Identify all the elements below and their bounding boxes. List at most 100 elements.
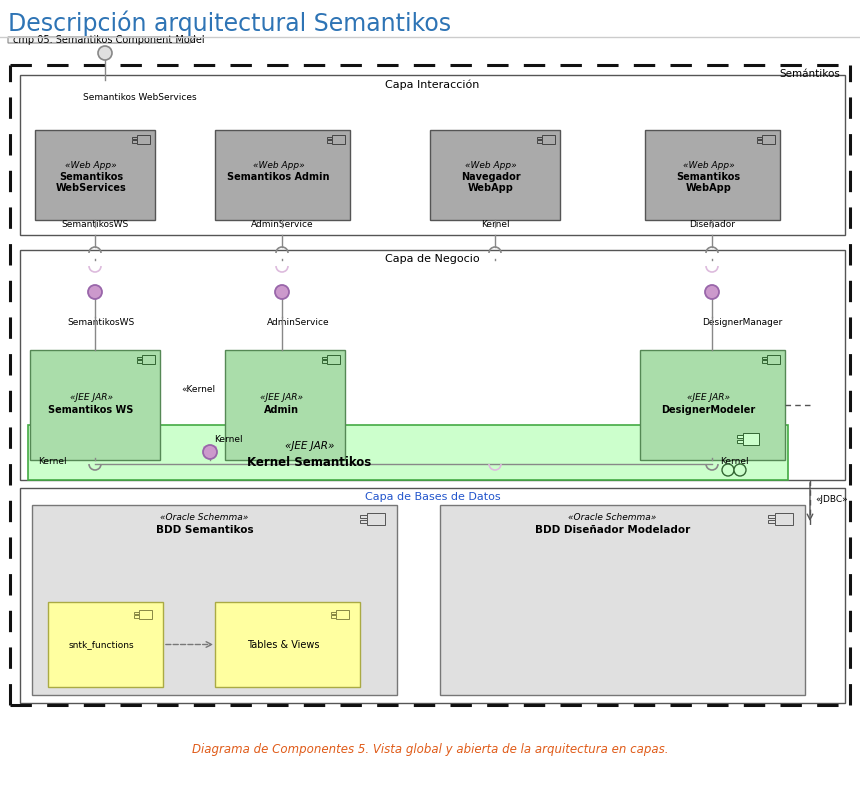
FancyBboxPatch shape <box>137 135 150 144</box>
FancyBboxPatch shape <box>640 350 785 460</box>
Text: Kernel: Kernel <box>720 458 748 466</box>
Text: Semantikos Admin: Semantikos Admin <box>227 172 329 182</box>
Text: SemantikosWS: SemantikosWS <box>61 220 129 229</box>
Text: sntk_functions: sntk_functions <box>69 640 134 649</box>
Text: Kernel: Kernel <box>481 220 509 229</box>
Text: «Web App»: «Web App» <box>253 161 304 170</box>
Text: Kernel: Kernel <box>214 435 243 444</box>
Circle shape <box>722 464 734 476</box>
Text: Diseñador: Diseñador <box>689 220 735 229</box>
FancyBboxPatch shape <box>137 357 142 359</box>
Text: Semantikos WS: Semantikos WS <box>48 405 133 415</box>
Text: Admin: Admin <box>263 405 298 415</box>
FancyBboxPatch shape <box>768 520 775 523</box>
Text: «Oracle Schemma»: «Oracle Schemma» <box>568 513 657 522</box>
FancyBboxPatch shape <box>35 130 155 220</box>
FancyBboxPatch shape <box>743 433 759 445</box>
Text: DesignerManager: DesignerManager <box>702 318 783 327</box>
FancyBboxPatch shape <box>645 130 780 220</box>
Text: «JEE JAR»: «JEE JAR» <box>260 393 303 402</box>
FancyBboxPatch shape <box>132 141 137 142</box>
FancyBboxPatch shape <box>134 615 139 618</box>
FancyBboxPatch shape <box>336 610 349 619</box>
FancyBboxPatch shape <box>737 435 743 438</box>
Text: «Web App»: «Web App» <box>683 161 734 170</box>
Text: DesignerModeler: DesignerModeler <box>661 405 756 415</box>
Text: «Web App»: «Web App» <box>65 161 117 170</box>
FancyBboxPatch shape <box>762 360 767 362</box>
FancyBboxPatch shape <box>32 505 397 695</box>
Text: «Kernel: «Kernel <box>181 386 215 394</box>
Text: WebApp: WebApp <box>468 183 514 193</box>
Text: BDD Semantikos: BDD Semantikos <box>156 525 254 535</box>
FancyBboxPatch shape <box>28 425 788 480</box>
Text: Descripción arquitectural Semantikos: Descripción arquitectural Semantikos <box>8 10 452 35</box>
Text: Semantikos WebServices: Semantikos WebServices <box>83 93 197 102</box>
FancyBboxPatch shape <box>768 515 775 518</box>
FancyBboxPatch shape <box>225 350 345 460</box>
FancyBboxPatch shape <box>737 440 743 443</box>
Text: «JEE JAR»: «JEE JAR» <box>70 393 113 402</box>
Text: Capa de Negocio: Capa de Negocio <box>385 254 480 264</box>
Text: WebApp: WebApp <box>685 183 732 193</box>
FancyBboxPatch shape <box>327 137 332 139</box>
Text: «Web App»: «Web App» <box>465 161 517 170</box>
FancyBboxPatch shape <box>142 355 155 364</box>
Circle shape <box>734 464 746 476</box>
Text: Capa Interacción: Capa Interacción <box>385 79 480 90</box>
Circle shape <box>88 285 102 299</box>
FancyBboxPatch shape <box>762 357 767 359</box>
FancyBboxPatch shape <box>360 520 367 523</box>
Circle shape <box>98 46 112 60</box>
Text: AdminService: AdminService <box>267 318 329 327</box>
FancyBboxPatch shape <box>139 610 152 619</box>
FancyBboxPatch shape <box>322 357 327 359</box>
FancyBboxPatch shape <box>775 513 793 525</box>
FancyBboxPatch shape <box>440 505 805 695</box>
Polygon shape <box>8 37 196 43</box>
FancyBboxPatch shape <box>20 250 845 480</box>
Circle shape <box>705 285 719 299</box>
Text: «Oracle Schemma»: «Oracle Schemma» <box>160 513 249 522</box>
FancyBboxPatch shape <box>430 130 560 220</box>
Circle shape <box>203 445 217 459</box>
Text: Kernel: Kernel <box>39 458 67 466</box>
Text: AdminService: AdminService <box>250 220 313 229</box>
Text: Diagrama de Componentes 5. Vista global y abierta de la arquitectura en capas.: Diagrama de Componentes 5. Vista global … <box>192 743 668 757</box>
Text: Tables & Views: Tables & Views <box>248 639 320 650</box>
FancyBboxPatch shape <box>327 355 340 364</box>
FancyBboxPatch shape <box>322 360 327 362</box>
FancyBboxPatch shape <box>137 360 142 362</box>
FancyBboxPatch shape <box>757 141 762 142</box>
FancyBboxPatch shape <box>767 355 780 364</box>
Circle shape <box>275 285 289 299</box>
FancyBboxPatch shape <box>331 615 336 618</box>
FancyBboxPatch shape <box>537 137 542 139</box>
FancyBboxPatch shape <box>215 130 350 220</box>
FancyBboxPatch shape <box>30 350 160 460</box>
Text: Capa de Bases de Datos: Capa de Bases de Datos <box>365 492 501 502</box>
Text: «JDBC»: «JDBC» <box>815 495 848 505</box>
FancyBboxPatch shape <box>331 612 336 614</box>
FancyBboxPatch shape <box>537 141 542 142</box>
Text: Navegador: Navegador <box>461 172 521 182</box>
FancyBboxPatch shape <box>757 137 762 139</box>
Text: «JEE JAR»: «JEE JAR» <box>285 441 334 451</box>
Text: SemantikosWS: SemantikosWS <box>67 318 134 327</box>
Text: WebServices: WebServices <box>56 183 126 193</box>
FancyBboxPatch shape <box>360 515 367 518</box>
Text: «JEE JAR»: «JEE JAR» <box>687 393 730 402</box>
FancyBboxPatch shape <box>327 141 332 142</box>
FancyBboxPatch shape <box>762 135 775 144</box>
Text: Semantikos: Semantikos <box>59 172 123 182</box>
Text: Semántikos: Semántikos <box>779 69 840 79</box>
FancyBboxPatch shape <box>134 612 139 614</box>
FancyBboxPatch shape <box>367 513 385 525</box>
FancyBboxPatch shape <box>132 137 137 139</box>
Text: Kernel Semantikos: Kernel Semantikos <box>247 456 372 469</box>
FancyBboxPatch shape <box>20 488 845 703</box>
FancyBboxPatch shape <box>48 602 163 687</box>
FancyBboxPatch shape <box>20 75 845 235</box>
Text: BDD Diseñador Modelador: BDD Diseñador Modelador <box>535 525 690 535</box>
FancyBboxPatch shape <box>332 135 345 144</box>
